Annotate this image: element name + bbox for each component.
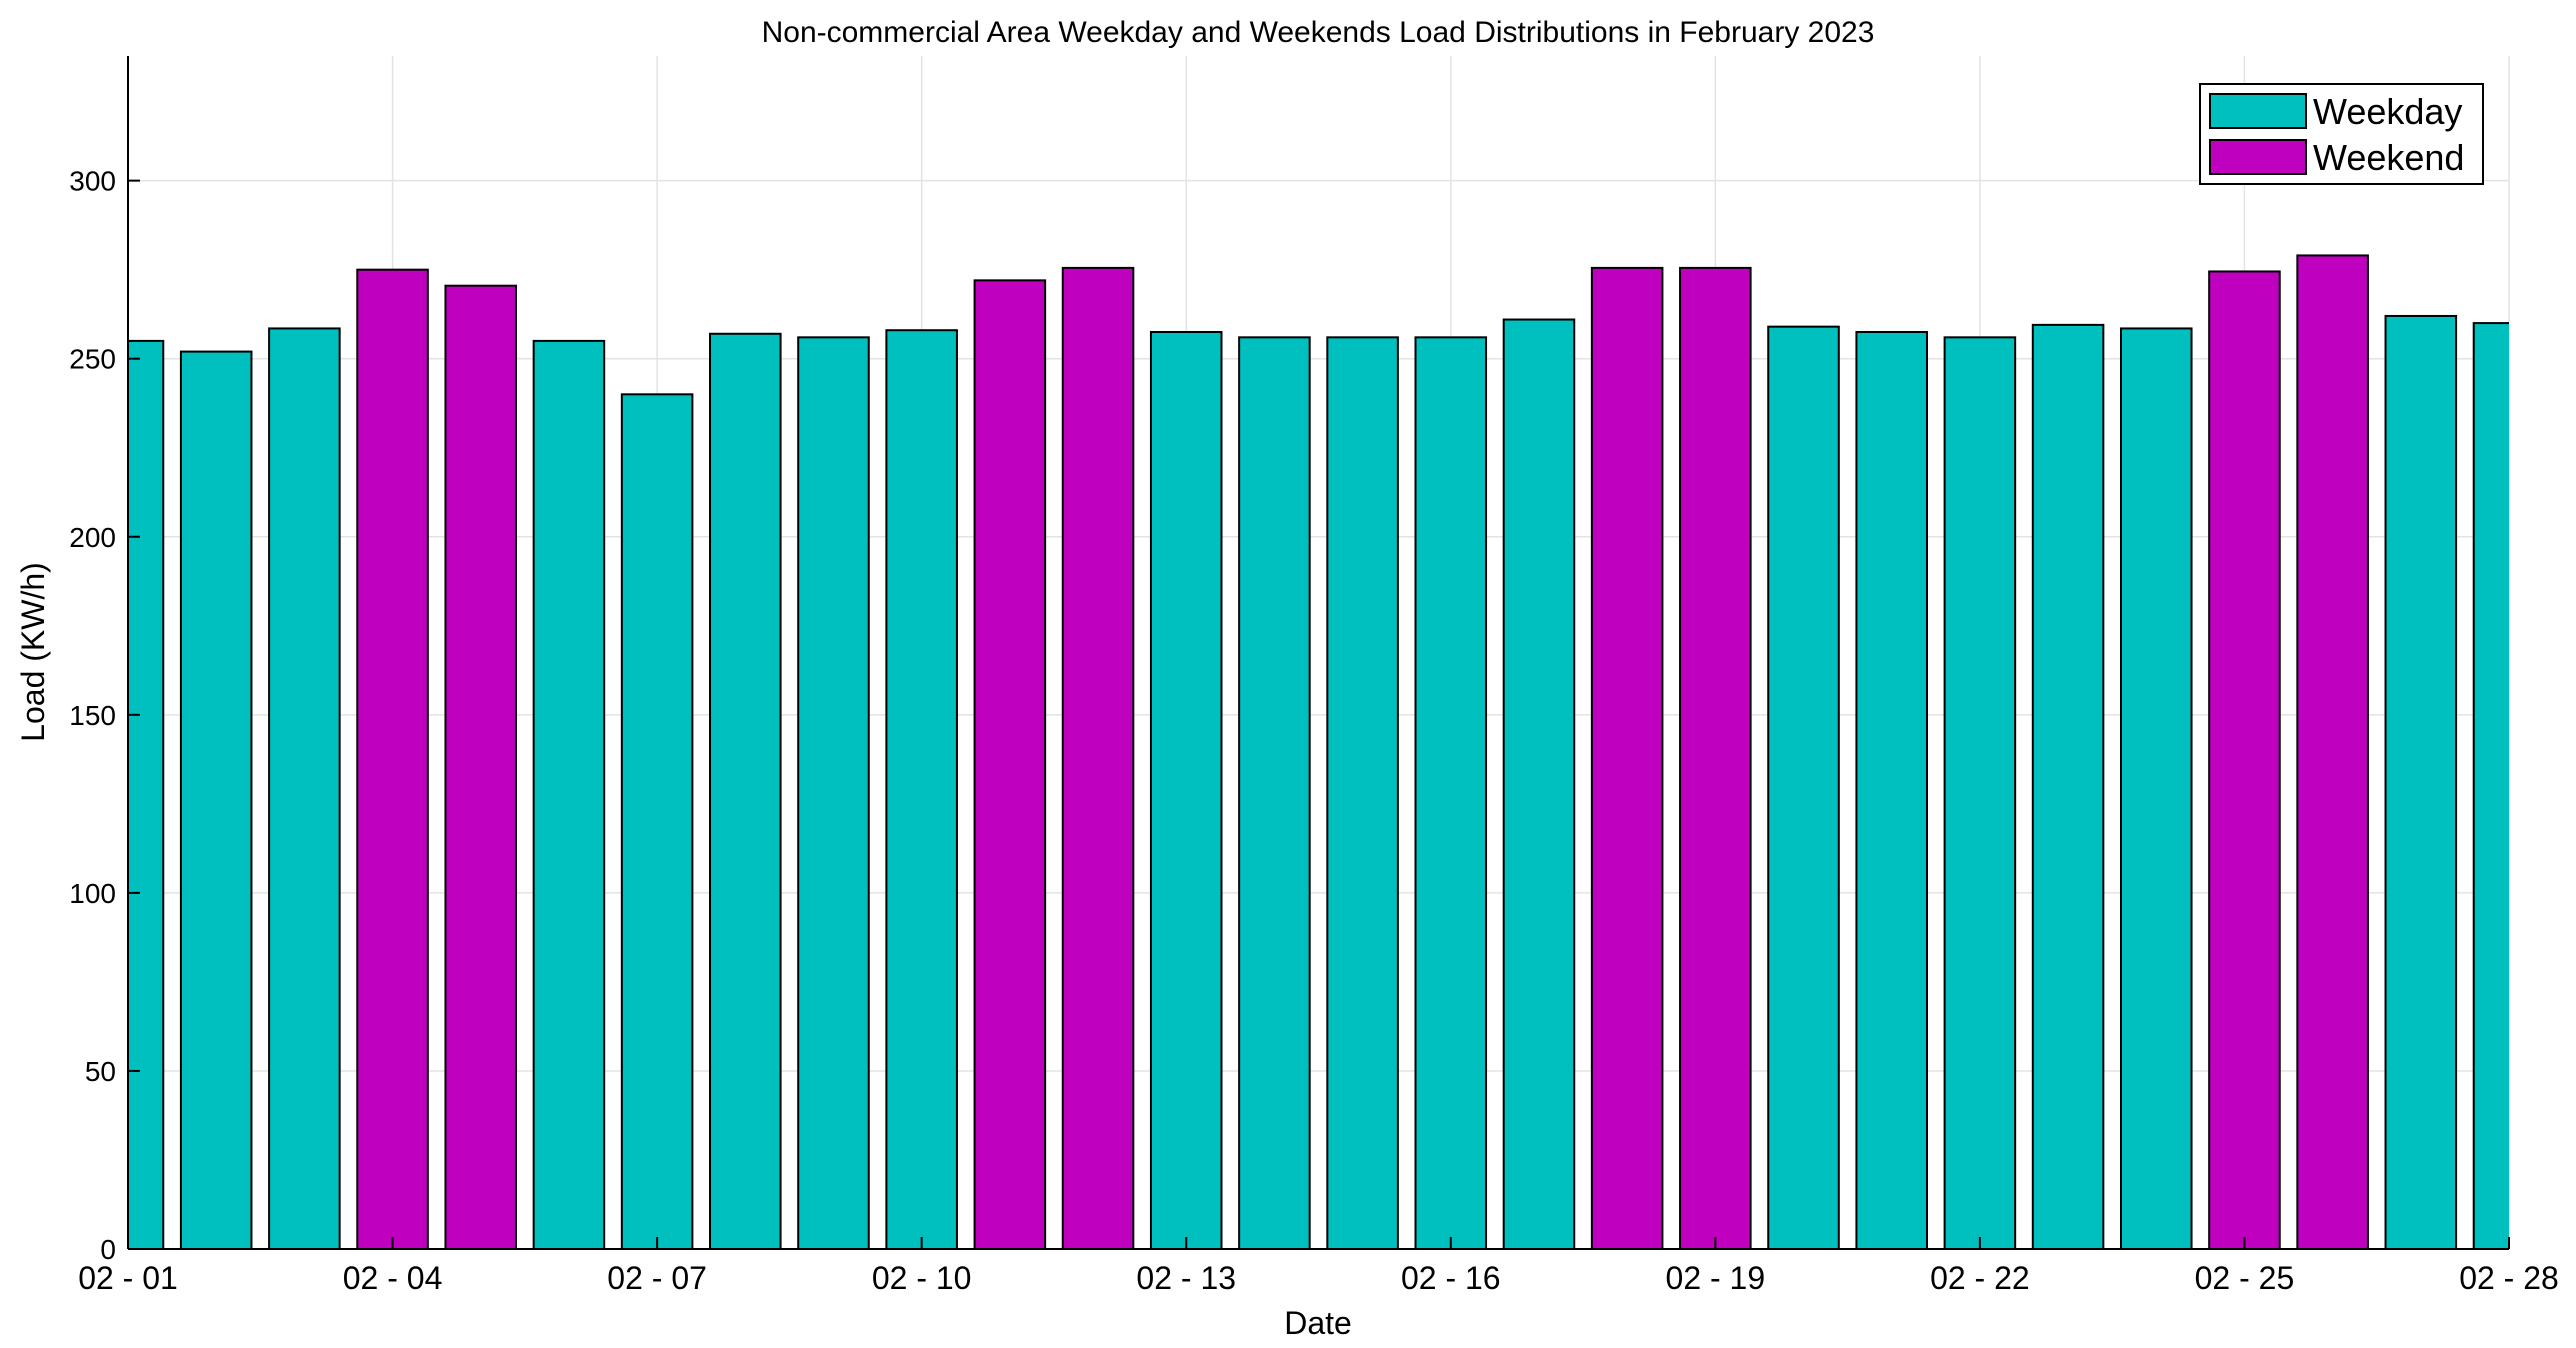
- bar-02-23: [2031, 323, 2105, 1249]
- x-tick-label: 02 - 22: [1930, 1260, 2030, 1296]
- bars-group: [128, 254, 2509, 1249]
- bar-02-20: [1767, 325, 1840, 1249]
- y-tick-labels: 0 50 100 150 200 250 300: [69, 166, 116, 1265]
- legend-swatch-weekend: [2209, 139, 2307, 175]
- y-tick-label: 150: [69, 700, 116, 731]
- bar-02-22: [1943, 336, 2017, 1249]
- bar-02-07: [620, 393, 694, 1249]
- legend-label-weekend: Weekend: [2313, 137, 2464, 178]
- bar-02-19: [1679, 266, 1752, 1249]
- bar-02-25: [2208, 270, 2281, 1249]
- x-tick-label: 02 - 04: [343, 1260, 443, 1296]
- bar-02-02: [179, 350, 253, 1249]
- x-tick-label: 02 - 13: [1136, 1260, 1236, 1296]
- y-tick-label: 0: [100, 1234, 116, 1265]
- bar-02-05: [444, 284, 518, 1249]
- bar-02-13: [1149, 330, 1223, 1249]
- y-tick-label: 300: [69, 166, 116, 197]
- legend-swatch-weekday: [2209, 93, 2307, 129]
- bar-02-04: [356, 268, 429, 1249]
- x-tick-labels: 02 - 01 02 - 04 02 - 07 02 - 10 02 - 13 02 - …: [78, 1260, 2559, 1296]
- x-tick-label: 02 - 16: [1401, 1260, 1501, 1296]
- x-tick-label: 02 - 19: [1666, 1260, 1766, 1296]
- bar-02-18: [1590, 266, 1664, 1249]
- x-tick-label: 02 - 10: [872, 1260, 972, 1296]
- x-tick-label: 02 - 28: [2459, 1260, 2559, 1296]
- y-tick-label: 250: [69, 344, 116, 375]
- y-tick-label: 200: [69, 522, 116, 553]
- bar-02-21: [1855, 330, 1928, 1249]
- x-tick-label: 02 - 07: [607, 1260, 707, 1296]
- bar-02-17: [1502, 318, 1576, 1249]
- bar-02-24: [2119, 327, 2193, 1249]
- bar-02-12: [1061, 266, 1135, 1249]
- axes-group: [127, 56, 2510, 1250]
- bar-02-10: [885, 329, 958, 1249]
- x-tick-label: 02 - 01: [78, 1260, 178, 1296]
- bar-02-28: [2472, 322, 2509, 1249]
- legend: Weekday Weekend: [2199, 83, 2484, 185]
- bar-02-06: [532, 339, 606, 1249]
- bar-02-09: [797, 336, 870, 1249]
- y-tick-label: 100: [69, 878, 116, 909]
- bar-02-15: [1326, 336, 1399, 1249]
- y-tick-label: 50: [85, 1056, 116, 1087]
- bar-02-27: [2384, 314, 2458, 1249]
- x-axis-label: Date: [1284, 1305, 1352, 1341]
- bar-02-14: [1238, 336, 1311, 1249]
- x-tick-label: 02 - 25: [2195, 1260, 2295, 1296]
- bar-02-11: [973, 279, 1047, 1249]
- bar-02-08: [709, 332, 782, 1249]
- legend-label-weekday: Weekday: [2313, 91, 2462, 132]
- chart-title: Non-commercial Area Weekday and Weekends…: [762, 16, 1875, 49]
- plot-area: [128, 56, 2509, 1249]
- bar-02-26: [2296, 254, 2369, 1249]
- bar-02-16: [1414, 336, 1488, 1249]
- bar-02-03: [268, 327, 341, 1249]
- y-axis-label: Load (KW/h): [15, 562, 51, 742]
